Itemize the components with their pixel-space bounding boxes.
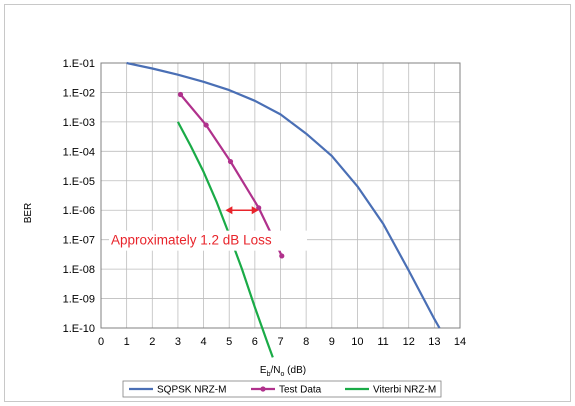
y-tick-label: 1.E-06: [63, 205, 95, 217]
tick-labels: 0 1 2 3 4 5 6 7 8 9 10 11 12 13 141.E-101.E-091.E-081.…: [63, 58, 467, 348]
x-tick-label: 12: [403, 336, 415, 348]
x-tick-label: 14: [454, 336, 466, 348]
chart-frame: 0 1 2 3 4 5 6 7 8 9 10 11 12 13 14 1.E-10 1.E-09 1.E-08 1.…: [4, 4, 571, 402]
y-tick-label: 1.E-10: [63, 323, 95, 335]
x-tick-label: 7: [277, 336, 283, 348]
x-tick-label: 0: [98, 336, 104, 348]
y-axis-title: BER: [23, 203, 34, 224]
annotation-text: Approximately 1.2 dB Loss: [111, 233, 272, 248]
x-tick-label: 6: [252, 336, 258, 348]
x-axis-title: Eb/No (dB): [260, 365, 306, 378]
legend-viterbi-nrz-m-label: Viterbi NRZ-M: [373, 385, 436, 396]
series-sqpsk-nrz-m-line: [126, 61, 441, 329]
plot-border: [100, 62, 461, 329]
legend-sqpsk-nrz-m-label: SQPSK NRZ-M: [157, 385, 226, 396]
legend-test-data-label: Test Data: [279, 385, 322, 396]
x-tick-label: 9: [329, 336, 335, 348]
y-tick-label: 1.E-04: [63, 146, 95, 158]
y-tick-label: 1.E-07: [63, 235, 95, 247]
annotation-arrowhead-left: [225, 206, 233, 215]
y-tick-label: 1.E-01: [63, 58, 95, 70]
legend-box: [122, 380, 442, 398]
x-tick-label: 11: [377, 336, 388, 348]
x-tick-label: 3: [175, 336, 181, 348]
y-tick-label: 1.E-05: [63, 176, 95, 188]
legend-test-data-marker: [260, 386, 266, 392]
annotation: Approximately 1.2 dB Loss: [109, 206, 307, 251]
series-test-data-point: [177, 91, 184, 98]
x-tick-label: 1: [124, 336, 130, 348]
series-test-data-point: [203, 122, 209, 128]
grid: [100, 62, 461, 329]
x-tick-label: 13: [428, 336, 440, 348]
x-tick-label: 5: [226, 336, 232, 348]
legend: SQPSK NRZ-M Test Data Viterbi NRZ-M: [122, 380, 442, 398]
y-tick-label: 1.E-09: [63, 294, 95, 306]
series-test-data-point: [279, 253, 285, 259]
x-tick-label: 8: [303, 336, 309, 348]
series-test-data-point: [256, 205, 262, 211]
x-tick-label: 2: [149, 336, 155, 348]
y-tick-label: 1.E-08: [63, 264, 95, 276]
annotation-arrowhead-right: [251, 206, 259, 215]
y-tick-label: 1.E-03: [63, 117, 95, 129]
ber-chart: 0 1 2 3 4 5 6 7 8 9 10 11 12 13 141.E-101.E-091.E-081.…: [23, 58, 467, 398]
x-tick-label: 10: [351, 336, 363, 348]
axes: [100, 62, 461, 329]
series-test-data-point: [227, 158, 234, 165]
y-tick-label: 1.E-02: [63, 87, 95, 99]
x-tick-label: 4: [201, 336, 207, 348]
annotation-text-bg: [109, 230, 307, 251]
